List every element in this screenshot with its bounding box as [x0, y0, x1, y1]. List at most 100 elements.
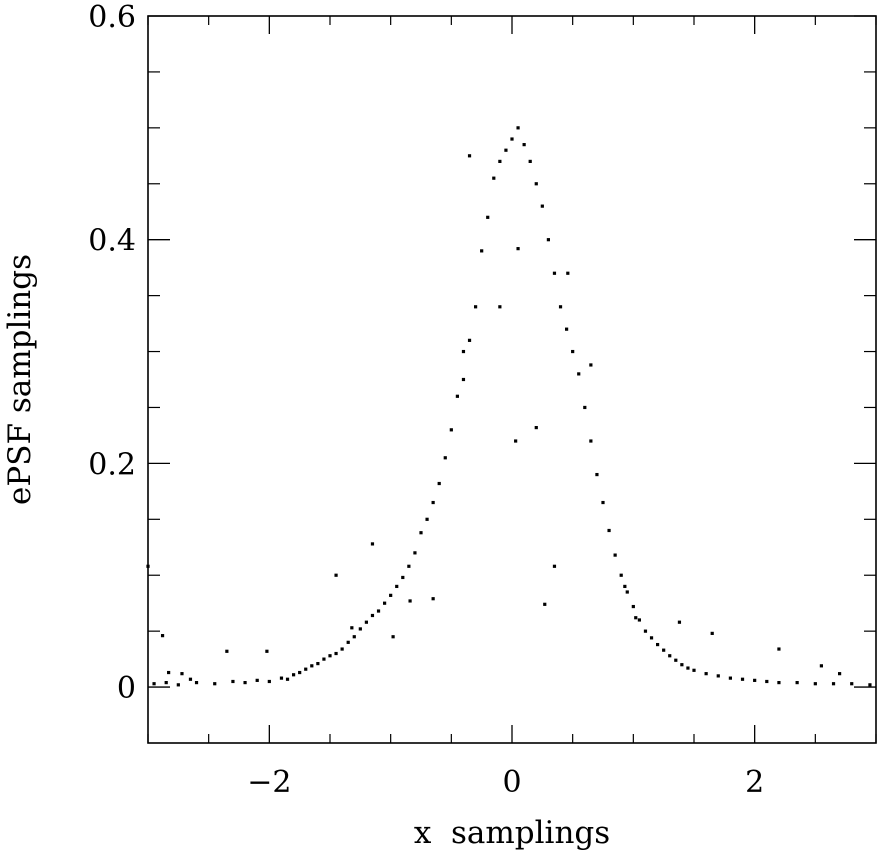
data-point: [180, 672, 184, 676]
data-point: [346, 640, 350, 644]
data-point: [358, 627, 362, 631]
data-point: [566, 271, 570, 275]
data-point: [376, 609, 381, 613]
data-point: [680, 663, 684, 667]
data-point: [164, 681, 168, 685]
data-point: [540, 204, 544, 208]
data-point: [504, 148, 508, 152]
data-point: [350, 626, 354, 630]
data-point: [364, 620, 368, 624]
data-point: [728, 676, 732, 680]
data-point: [819, 664, 823, 668]
data-point: [401, 575, 405, 580]
tick-labels: −2 0 2 0 0.2 0.4 0.6: [88, 0, 764, 800]
data-point: [813, 682, 817, 686]
data-point: [370, 613, 375, 618]
data-point: [516, 247, 520, 251]
data-point: [619, 573, 623, 577]
y-tick-label: 0.4: [88, 224, 136, 259]
data-point: [740, 677, 745, 681]
data-point: [213, 682, 217, 686]
data-point: [461, 349, 466, 354]
data-point: [449, 428, 453, 432]
data-point: [674, 658, 678, 662]
data-point: [231, 679, 235, 684]
data-point: [522, 143, 526, 147]
data-point: [777, 681, 781, 685]
data-point: [455, 394, 459, 398]
x-axis-title: x samplings: [414, 815, 610, 851]
plot-frame: [147, 15, 877, 744]
data-point: [322, 657, 326, 661]
data-point: [243, 681, 247, 685]
data-point: [565, 327, 569, 331]
data-point: [552, 271, 557, 275]
data-point: [340, 647, 344, 651]
data-point: [352, 635, 356, 639]
data-point: [255, 678, 259, 682]
data-point: [498, 305, 502, 309]
data-point: [461, 377, 466, 382]
data-point: [625, 590, 629, 594]
data-point: [656, 642, 660, 647]
data-point: [607, 528, 611, 533]
data-point: [577, 372, 581, 376]
data-point: [292, 673, 296, 677]
data-point: [486, 215, 490, 219]
data-point: [516, 126, 520, 130]
data-point: [298, 670, 302, 675]
x-tick-label: −2: [247, 765, 291, 800]
data-point: [583, 405, 587, 410]
data-point: [514, 439, 518, 443]
y-axis-title: ePSF samplings: [2, 254, 38, 505]
data-point: [753, 678, 757, 682]
data-point: [543, 602, 547, 606]
y-tick-label: 0: [117, 671, 136, 706]
data-point: [589, 363, 593, 367]
data-point: [850, 682, 854, 686]
data-point: [716, 674, 720, 678]
data-point: [637, 618, 641, 622]
data-point: [765, 679, 769, 684]
y-tick-label: 0.6: [88, 0, 136, 35]
data-point: [634, 616, 638, 620]
data-point: [188, 677, 193, 681]
data-point: [510, 137, 514, 141]
data-points: [146, 126, 872, 687]
data-point: [334, 651, 338, 656]
data-point: [431, 500, 435, 505]
data-point: [285, 677, 290, 681]
data-point: [395, 584, 399, 589]
data-point: [425, 517, 429, 521]
data-point: [467, 154, 472, 158]
data-point: [643, 629, 648, 633]
data-point: [868, 683, 872, 687]
major-ticks: [148, 15, 876, 743]
data-point: [601, 500, 605, 505]
x-tick-label: 2: [745, 765, 764, 800]
data-point: [407, 564, 411, 568]
data-point: [304, 667, 308, 671]
data-point: [649, 636, 654, 640]
data-point: [419, 531, 423, 535]
data-point: [310, 664, 314, 668]
data-point: [167, 670, 171, 675]
data-point: [480, 249, 484, 253]
x-tick-label: 0: [502, 765, 521, 800]
data-point: [838, 672, 842, 676]
data-point: [777, 647, 781, 651]
data-point: [316, 661, 320, 666]
data-point: [225, 649, 229, 653]
y-tick-label: 0.2: [88, 447, 136, 482]
data-point: [613, 553, 617, 557]
data-point: [595, 472, 599, 477]
data-point: [534, 425, 538, 430]
data-point: [370, 542, 375, 546]
data-point: [443, 456, 447, 460]
data-point: [704, 672, 708, 676]
data-point: [662, 648, 666, 652]
data-point: [546, 238, 550, 242]
data-point: [265, 649, 269, 653]
data-point: [552, 564, 557, 568]
